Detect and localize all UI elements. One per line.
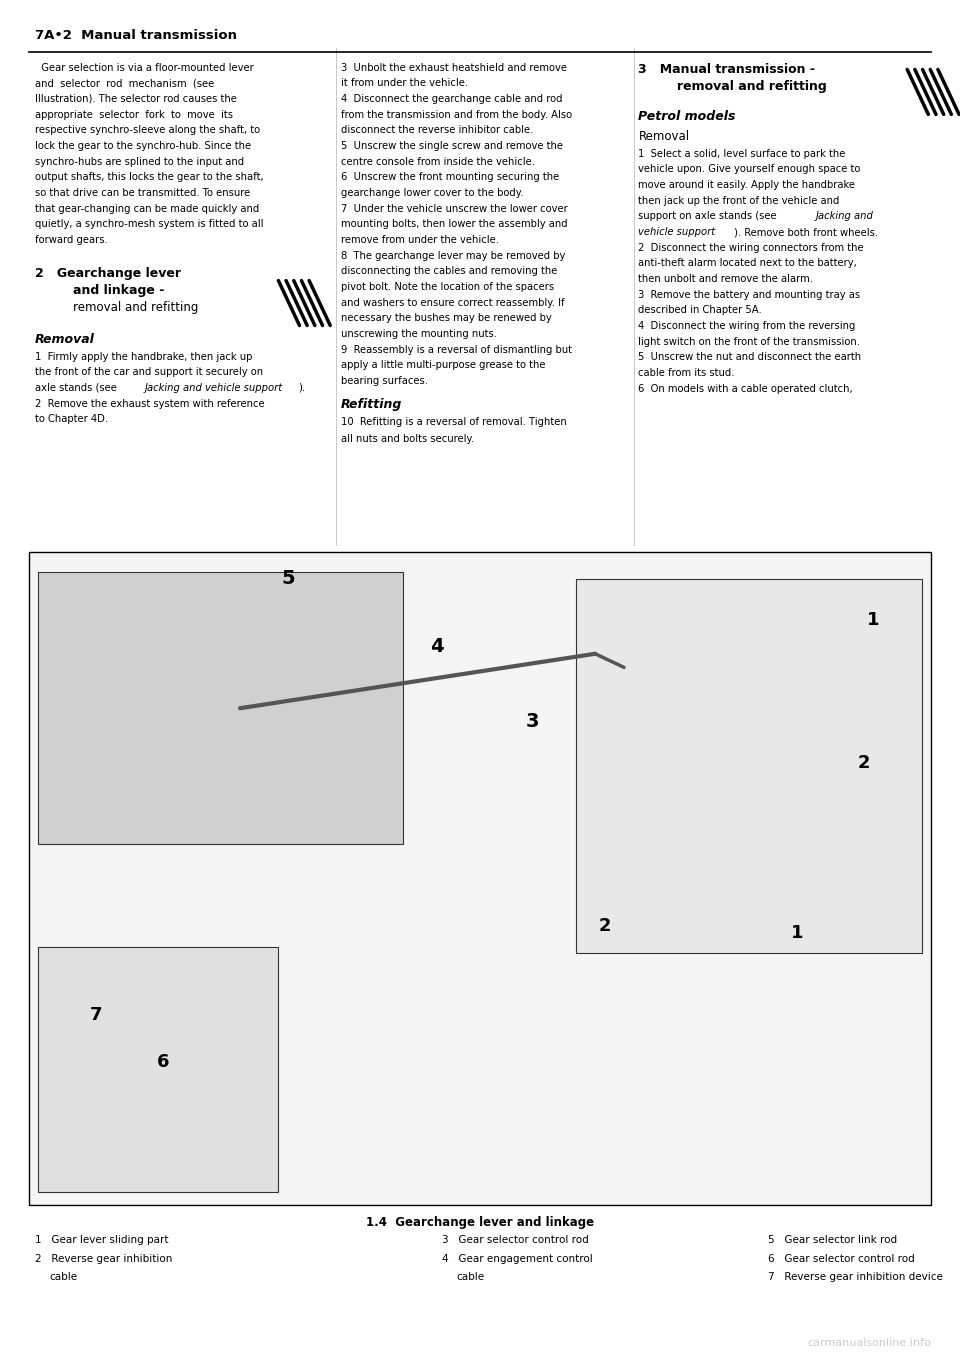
Text: appropriate  selector  fork  to  move  its: appropriate selector fork to move its: [35, 110, 232, 120]
Text: lock the gear to the synchro-hub. Since the: lock the gear to the synchro-hub. Since …: [35, 142, 251, 151]
Text: axle stands (see: axle stands (see: [35, 383, 120, 392]
Text: 5: 5: [281, 569, 295, 588]
Text: 7: 7: [89, 1005, 103, 1024]
Text: then jack up the front of the vehicle and: then jack up the front of the vehicle an…: [638, 196, 840, 206]
Text: anti-theft alarm located next to the battery,: anti-theft alarm located next to the bat…: [638, 259, 857, 268]
Bar: [576, 579, 922, 953]
Text: ).: ).: [299, 383, 305, 392]
Text: cable: cable: [49, 1272, 77, 1282]
Text: 2   Gearchange lever: 2 Gearchange lever: [35, 267, 180, 281]
Text: 4   Gear engagement control: 4 Gear engagement control: [442, 1254, 592, 1264]
Text: and  selector  rod  mechanism  (see: and selector rod mechanism (see: [35, 79, 214, 89]
Text: Removal: Removal: [35, 332, 94, 346]
Text: 7A•2  Manual transmission: 7A•2 Manual transmission: [35, 29, 236, 42]
Text: 10  Refitting is a reversal of removal. Tighten: 10 Refitting is a reversal of removal. T…: [341, 417, 566, 428]
Text: 2  Disconnect the wiring connectors from the: 2 Disconnect the wiring connectors from …: [638, 242, 864, 253]
Text: 3  Unbolt the exhaust heatshield and remove: 3 Unbolt the exhaust heatshield and remo…: [341, 63, 566, 72]
Text: Illustration). The selector rod causes the: Illustration). The selector rod causes t…: [35, 94, 236, 104]
Text: 5  Unscrew the nut and disconnect the earth: 5 Unscrew the nut and disconnect the ear…: [638, 353, 861, 362]
Text: ). Remove both front wheels.: ). Remove both front wheels.: [734, 227, 878, 237]
Text: cable: cable: [456, 1272, 484, 1282]
Text: 6   Gear selector control rod: 6 Gear selector control rod: [768, 1254, 915, 1264]
Text: disconnecting the cables and removing the: disconnecting the cables and removing th…: [341, 267, 557, 276]
Text: 7  Under the vehicle unscrew the lower cover: 7 Under the vehicle unscrew the lower co…: [341, 204, 567, 214]
Text: Removal: Removal: [638, 129, 689, 143]
Text: support on axle stands (see: support on axle stands (see: [638, 211, 780, 222]
Text: then unbolt and remove the alarm.: then unbolt and remove the alarm.: [638, 274, 813, 285]
Text: that gear-changing can be made quickly and: that gear-changing can be made quickly a…: [35, 204, 259, 214]
Text: 1: 1: [867, 610, 880, 629]
Text: light switch on the front of the transmission.: light switch on the front of the transmi…: [638, 336, 860, 347]
Text: carmanualsonline.info: carmanualsonline.info: [807, 1339, 931, 1348]
Text: removal and refitting: removal and refitting: [73, 301, 199, 315]
Text: move around it easily. Apply the handbrake: move around it easily. Apply the handbra…: [638, 180, 855, 191]
Text: necessary the bushes may be renewed by: necessary the bushes may be renewed by: [341, 313, 552, 323]
Text: 3  Remove the battery and mounting tray as: 3 Remove the battery and mounting tray a…: [638, 290, 860, 300]
Text: all nuts and bolts securely.: all nuts and bolts securely.: [341, 434, 474, 444]
Text: 1.4  Gearchange lever and linkage: 1.4 Gearchange lever and linkage: [366, 1216, 594, 1230]
Text: mounting bolts, then lower the assembly and: mounting bolts, then lower the assembly …: [341, 219, 567, 229]
Text: cable from its stud.: cable from its stud.: [638, 368, 735, 379]
Text: Jacking and: Jacking and: [816, 211, 874, 222]
Text: the front of the car and support it securely on: the front of the car and support it secu…: [35, 368, 263, 377]
Text: pivot bolt. Note the location of the spacers: pivot bolt. Note the location of the spa…: [341, 282, 554, 291]
Text: 2: 2: [598, 917, 612, 936]
Text: quietly, a synchro-mesh system is fitted to all: quietly, a synchro-mesh system is fitted…: [35, 219, 263, 229]
Text: removal and refitting: removal and refitting: [677, 80, 827, 93]
Text: 1   Gear lever sliding part: 1 Gear lever sliding part: [35, 1235, 168, 1245]
Text: described in Chapter 5A.: described in Chapter 5A.: [638, 305, 762, 316]
Text: 4  Disconnect the wiring from the reversing: 4 Disconnect the wiring from the reversi…: [638, 321, 855, 331]
Text: and linkage -: and linkage -: [73, 285, 164, 297]
Text: 1  Select a solid, level surface to park the: 1 Select a solid, level surface to park …: [638, 148, 846, 159]
Text: unscrewing the mounting nuts.: unscrewing the mounting nuts.: [341, 330, 497, 339]
Text: output shafts, this locks the gear to the shaft,: output shafts, this locks the gear to th…: [35, 173, 263, 183]
Text: gearchange lower cover to the body.: gearchange lower cover to the body.: [341, 188, 523, 197]
Text: 2  Remove the exhaust system with reference: 2 Remove the exhaust system with referen…: [35, 399, 264, 409]
Text: Gear selection is via a floor-mounted lever: Gear selection is via a floor-mounted le…: [35, 63, 253, 72]
Text: 1  Firmly apply the handbrake, then jack up: 1 Firmly apply the handbrake, then jack …: [35, 351, 252, 361]
Bar: [38, 572, 403, 844]
Text: 2   Reverse gear inhibition: 2 Reverse gear inhibition: [35, 1254, 172, 1264]
Text: Jacking and vehicle support: Jacking and vehicle support: [145, 383, 283, 392]
Text: 5  Unscrew the single screw and remove the: 5 Unscrew the single screw and remove th…: [341, 142, 563, 151]
Text: centre console from inside the vehicle.: centre console from inside the vehicle.: [341, 157, 535, 166]
Text: vehicle upon. Give yourself enough space to: vehicle upon. Give yourself enough space…: [638, 165, 861, 174]
Text: apply a little multi-purpose grease to the: apply a little multi-purpose grease to t…: [341, 361, 545, 370]
Text: 6: 6: [156, 1053, 170, 1072]
Text: it from under the vehicle.: it from under the vehicle.: [341, 79, 468, 89]
Text: 4  Disconnect the gearchange cable and rod: 4 Disconnect the gearchange cable and ro…: [341, 94, 563, 104]
Text: 2: 2: [857, 753, 871, 772]
Text: disconnect the reverse inhibitor cable.: disconnect the reverse inhibitor cable.: [341, 125, 533, 135]
Text: 6  On models with a cable operated clutch,: 6 On models with a cable operated clutch…: [638, 384, 853, 394]
Text: respective synchro-sleeve along the shaft, to: respective synchro-sleeve along the shaf…: [35, 125, 260, 135]
Text: Refitting: Refitting: [341, 399, 402, 411]
Bar: [38, 947, 278, 1192]
Text: remove from under the vehicle.: remove from under the vehicle.: [341, 236, 499, 245]
Text: 7   Reverse gear inhibition device: 7 Reverse gear inhibition device: [768, 1272, 943, 1282]
Text: bearing surfaces.: bearing surfaces.: [341, 376, 428, 385]
Text: 8  The gearchange lever may be removed by: 8 The gearchange lever may be removed by: [341, 251, 565, 260]
Bar: [29, 552, 931, 1205]
Text: 9  Reassembly is a reversal of dismantling but: 9 Reassembly is a reversal of dismantlin…: [341, 345, 572, 354]
Text: 4: 4: [430, 637, 444, 656]
Text: 6  Unscrew the front mounting securing the: 6 Unscrew the front mounting securing th…: [341, 173, 559, 183]
Text: vehicle support: vehicle support: [638, 227, 715, 237]
Text: 5   Gear selector link rod: 5 Gear selector link rod: [768, 1235, 898, 1245]
Text: 3: 3: [526, 712, 540, 731]
Text: to Chapter 4D.: to Chapter 4D.: [35, 414, 108, 424]
Text: Petrol models: Petrol models: [638, 110, 736, 123]
Text: so that drive can be transmitted. To ensure: so that drive can be transmitted. To ens…: [35, 188, 250, 197]
Text: from the transmission and from the body. Also: from the transmission and from the body.…: [341, 110, 572, 120]
Text: synchro-hubs are splined to the input and: synchro-hubs are splined to the input an…: [35, 157, 244, 166]
Text: 3   Manual transmission -: 3 Manual transmission -: [638, 63, 815, 76]
Text: 3   Gear selector control rod: 3 Gear selector control rod: [442, 1235, 588, 1245]
Text: forward gears.: forward gears.: [35, 236, 108, 245]
Text: 1: 1: [790, 923, 804, 943]
Text: and washers to ensure correct reassembly. If: and washers to ensure correct reassembly…: [341, 298, 564, 308]
